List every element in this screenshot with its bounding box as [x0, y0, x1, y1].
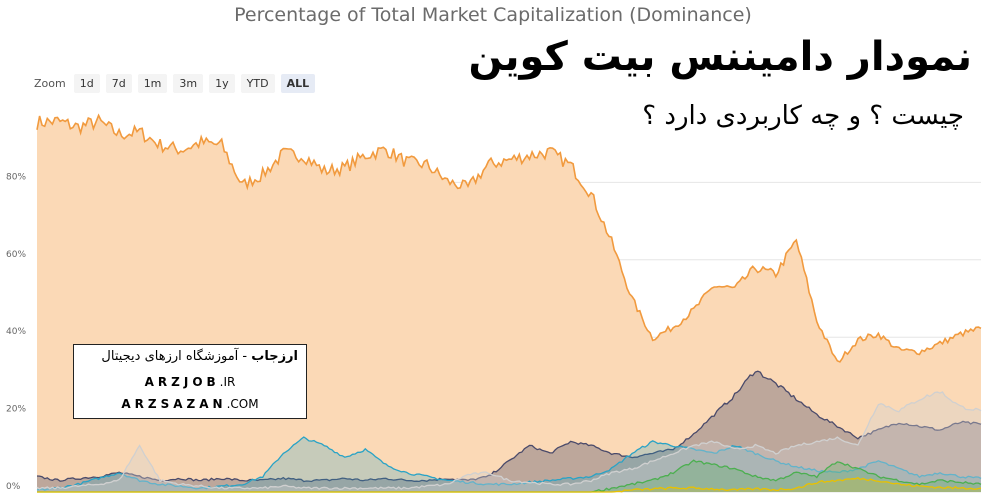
zoom-1d-button[interactable]: 1d — [73, 74, 100, 93]
series-area-1 — [37, 371, 981, 492]
zoom-ytd-button[interactable]: YTD — [240, 74, 275, 93]
y-tick-label: 0% — [6, 482, 21, 492]
series-line-1 — [36, 370, 982, 483]
brand-box: ارزجاب - آموزشگاه ارزهای دیجیتال ARZJOB.… — [73, 344, 307, 419]
brand-heading: ارزجاب - آموزشگاه ارزهای دیجیتال — [101, 349, 298, 364]
chart-title: Percentage of Total Market Capitalizatio… — [234, 4, 752, 26]
brand-site-2-name: ARZSAZAN — [121, 397, 227, 411]
overlay-subtitle: چیست ؟ و چه کاربردی دارد ؟ — [642, 101, 964, 131]
overlay-title: نمودار دامیننس بیت کوین — [468, 34, 972, 80]
y-tick-label: 40% — [6, 327, 26, 337]
series-area-4 — [37, 460, 981, 492]
zoom-1m-button[interactable]: 1m — [137, 74, 168, 93]
brand-site-2[interactable]: ARZSAZAN.COM — [74, 397, 306, 411]
brand-site-1-name: ARZJOB — [144, 375, 220, 389]
zoom-all-button[interactable]: ALL — [280, 74, 316, 93]
zoom-1y-button[interactable]: 1y — [209, 74, 235, 93]
series-line-5 — [37, 476, 982, 493]
series-area-2 — [37, 437, 981, 492]
series-layer — [36, 113, 982, 493]
zoom-3m-button[interactable]: 3m — [173, 74, 204, 93]
zoom-7d-button[interactable]: 7d — [105, 74, 132, 93]
zoom-label: Zoom — [34, 77, 66, 90]
series-area-3 — [37, 392, 981, 492]
y-axis-ticks: 0% 20% 40% 60% 80% — [6, 172, 26, 492]
y-tick-label: 20% — [6, 405, 26, 415]
series-area-5 — [37, 477, 981, 492]
brand-name: ارزجاب — [251, 349, 298, 364]
brand-tagline: - آموزشگاه ارزهای دیجیتال — [101, 349, 252, 364]
series-line-0 — [36, 113, 982, 363]
y-tick-label: 80% — [6, 172, 26, 182]
brand-site-1-tld: .IR — [219, 375, 236, 389]
y-tick-label: 60% — [6, 250, 26, 260]
brand-site-2-tld: .COM — [226, 397, 259, 411]
zoom-bar: Zoom 1d 7d 1m 3m 1y YTD ALL — [34, 74, 316, 93]
series-line-3 — [36, 391, 982, 491]
brand-site-1[interactable]: ARZJOB.IR — [74, 375, 306, 389]
